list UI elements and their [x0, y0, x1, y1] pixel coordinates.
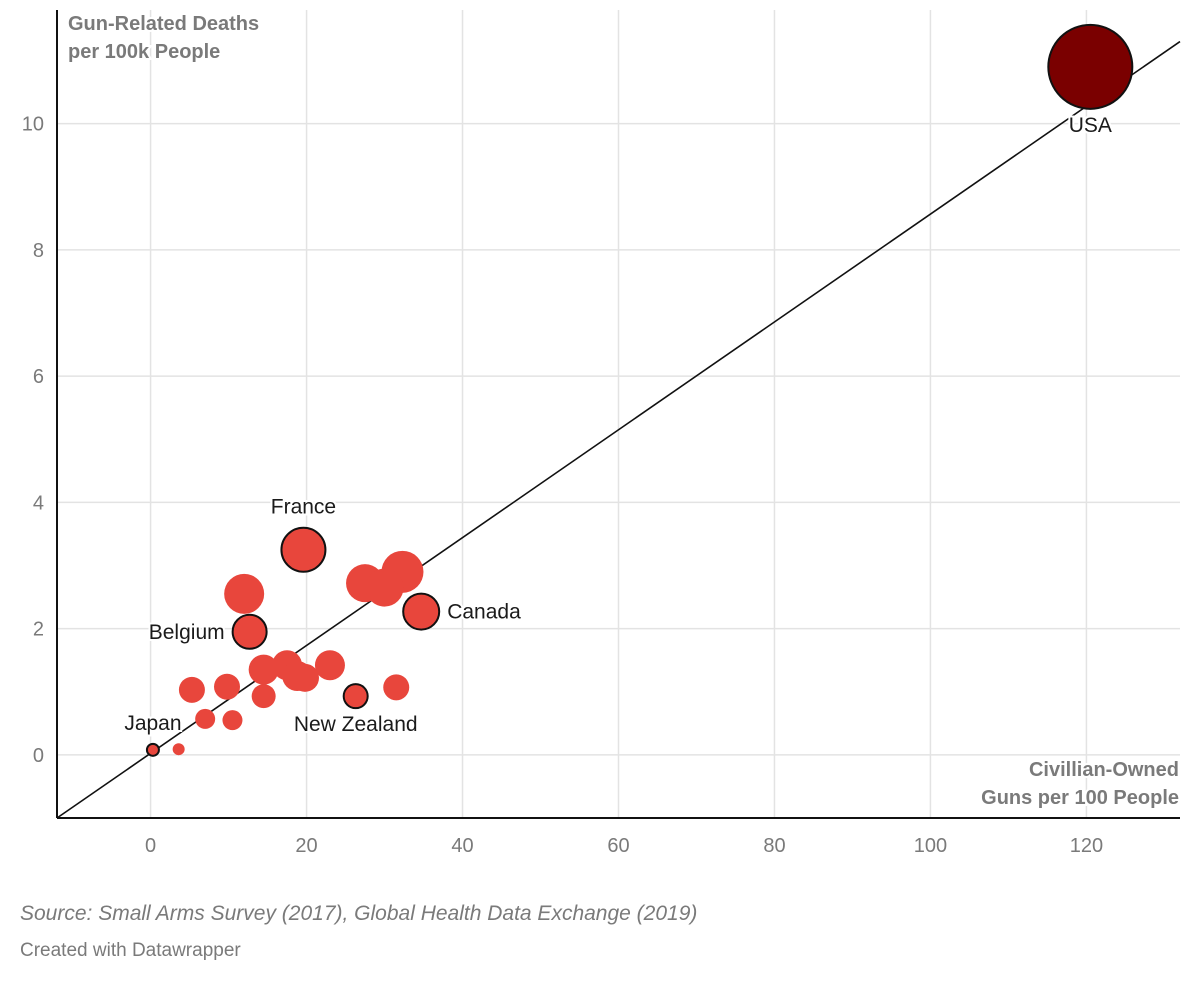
y-tick-label: 8 — [33, 240, 44, 262]
source-note: Source: Small Arms Survey (2017), Global… — [20, 902, 698, 925]
axis-titles: Gun-Related Deaths per 100k People Civilli… — [66, 11, 1181, 811]
point-japan — [145, 742, 160, 757]
point-canada — [402, 592, 441, 631]
x-tick-label: 0 — [145, 835, 156, 857]
x-tick-label: 60 — [607, 835, 629, 857]
x-axis-title: Guns per 100 People — [981, 787, 1179, 809]
scatter-chart: 0 20 40 60 80 100 120 0 2 4 6 8 10 USA France Belgium C… — [22, 10, 1181, 857]
data-point — [314, 650, 345, 681]
data-point — [251, 684, 276, 709]
y-tick-label: 2 — [33, 619, 44, 641]
data-point — [383, 674, 410, 701]
point-labels: USA France Belgium Canada New Zealand Japan — [122, 112, 1114, 738]
data-point — [178, 676, 205, 703]
x-tick-label: 100 — [914, 835, 947, 857]
y-axis-title: per 100k People — [68, 41, 220, 63]
axes: 0 20 40 60 80 100 120 0 2 4 6 8 10 — [22, 10, 1180, 857]
point-france — [280, 526, 327, 573]
point-new-zealand — [342, 683, 369, 710]
data-point — [172, 743, 185, 756]
y-tick-label: 6 — [33, 366, 44, 388]
x-tick-label: 120 — [1070, 835, 1103, 857]
label-japan: Japan — [124, 712, 181, 735]
data-point — [214, 673, 241, 700]
y-tick-label: 10 — [22, 114, 44, 136]
y-axis-title: Gun-Related Deaths — [68, 13, 259, 35]
data-point — [224, 573, 265, 614]
trendline — [56, 40, 1181, 819]
point-belgium — [231, 613, 268, 650]
data-point — [365, 568, 404, 607]
data-points — [145, 23, 1134, 757]
y-tick-label: 4 — [33, 492, 44, 514]
data-point — [195, 708, 216, 729]
credit-note: Created with Datawrapper — [20, 940, 241, 961]
label-canada: Canada — [447, 601, 521, 624]
label-france: France — [271, 496, 336, 519]
trendline-layer — [56, 40, 1181, 819]
x-axis-title: Civillian-Owned — [1029, 759, 1179, 781]
data-point — [222, 710, 243, 731]
data-point — [248, 654, 279, 685]
data-point — [290, 663, 319, 692]
point-usa — [1047, 23, 1134, 110]
y-tick-label: 0 — [33, 745, 44, 767]
x-tick-label: 20 — [295, 835, 317, 857]
x-tick-label: 80 — [763, 835, 785, 857]
label-belgium: Belgium — [149, 621, 225, 644]
grid-lines — [57, 10, 1180, 818]
label-new-zealand: New Zealand — [294, 713, 418, 736]
x-tick-label: 40 — [451, 835, 473, 857]
label-usa: USA — [1069, 114, 1112, 137]
